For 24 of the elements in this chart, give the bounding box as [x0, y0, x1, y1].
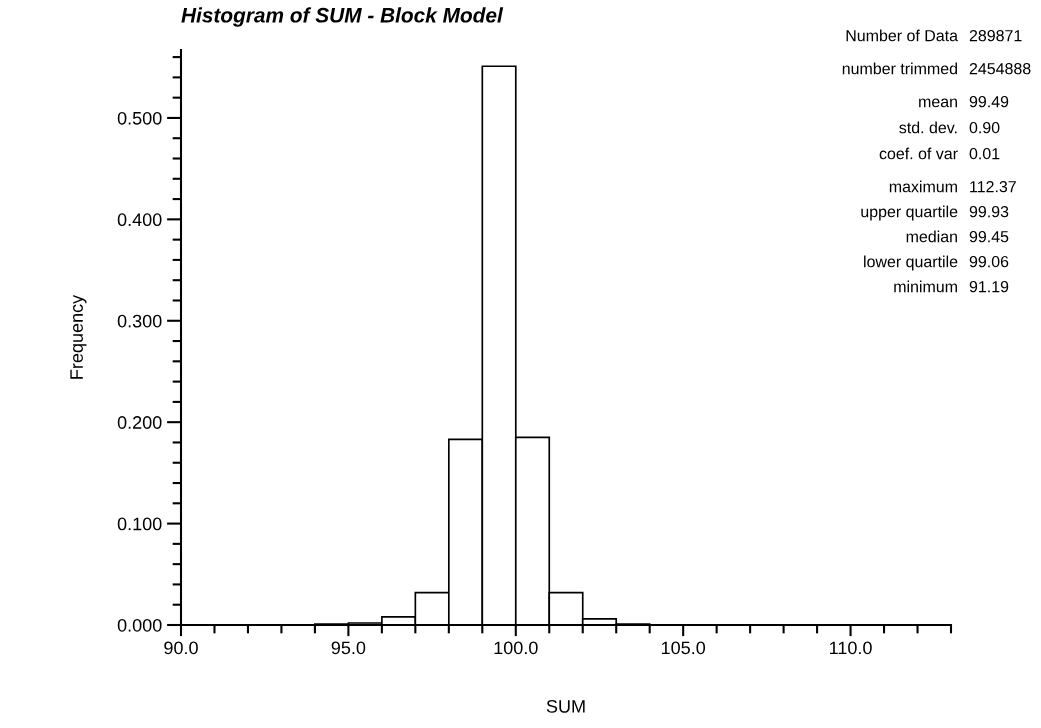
y-tick-label: 0.400: [117, 213, 162, 227]
annotation: upper quartile 99.93: [861, 205, 1009, 221]
annotation: median 99.45: [906, 230, 1009, 243]
x-tick-label: 100.0: [494, 641, 538, 655]
annotation: minimum 91.19: [894, 280, 1009, 293]
x-tick-label: 90.0: [164, 641, 198, 655]
y-tick-label: 0.100: [117, 517, 162, 531]
x-tick-label: 110.0: [830, 641, 872, 655]
annotation: std. dev. 0.90: [899, 121, 1000, 134]
x-tick-label: 105.0: [661, 641, 706, 655]
y-tick-label: 0.200: [117, 416, 162, 429]
annotation: number trimmed 2454888: [842, 62, 1031, 75]
y-tick-label: 0.000: [117, 618, 162, 632]
chart-title: Histogram of SUM - Block Model: [181, 7, 504, 27]
annotation: maximum 112.37: [889, 180, 1016, 193]
y-axis-title: Frequency: [70, 294, 87, 379]
text: Number of Data 289871: [846, 29, 1022, 42]
x-axis-title: SUM: [546, 699, 585, 713]
y-tick-label: 0.500: [117, 111, 162, 125]
annotation: coef. of var 0.01: [879, 147, 1000, 160]
y-tick-label: 0.300: [117, 314, 162, 328]
x-tick-label: 95.0: [331, 641, 366, 655]
annotation: mean 99.49: [919, 95, 1009, 108]
annotation: lower quartile 99.06: [864, 255, 1009, 271]
